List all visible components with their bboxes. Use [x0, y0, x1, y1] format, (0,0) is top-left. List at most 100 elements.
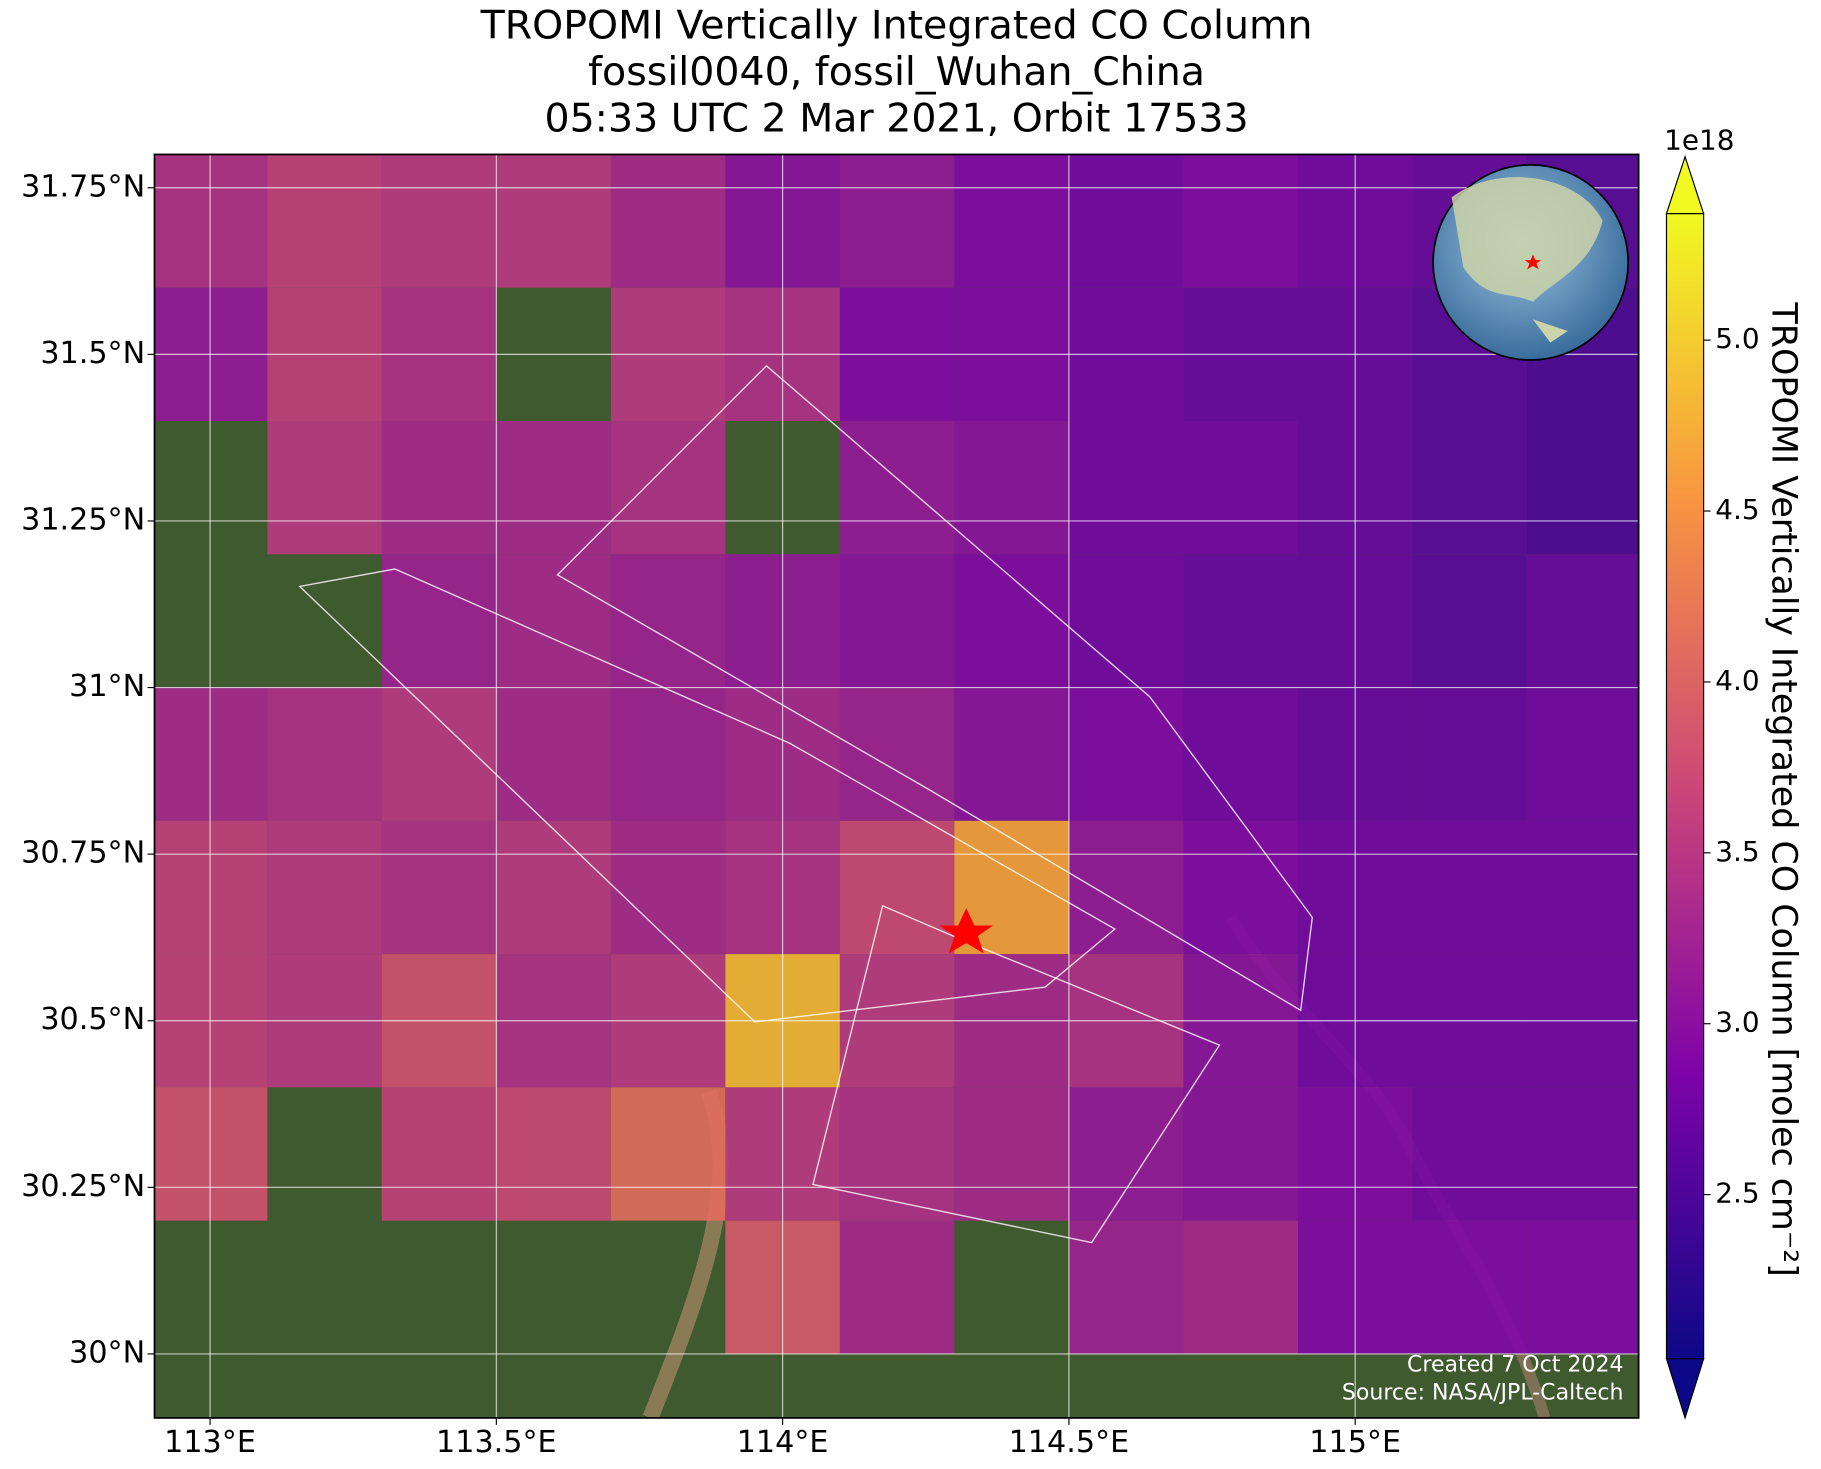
- co-cell: [1183, 820, 1298, 955]
- co-cell: [610, 421, 726, 555]
- co-cell: [839, 820, 955, 955]
- y-tick-label: 31.5°N: [40, 336, 145, 371]
- co-cell: [839, 687, 955, 821]
- co-cell: [496, 687, 611, 821]
- colorbar-tick-label: 2.5: [1715, 1177, 1759, 1210]
- footer-text: Created 7 Oct 2024: [1407, 1353, 1624, 1378]
- colorbar-label: TROPOMI Vertically Integrated CO Column …: [1764, 302, 1804, 1277]
- co-cell: [381, 1087, 497, 1221]
- co-cell: [1412, 421, 1527, 555]
- co-cell: [1412, 1087, 1527, 1221]
- colorbar-extend-min: [1665, 1358, 1705, 1420]
- globe-land: [1532, 319, 1568, 343]
- y-tick-label: 31.75°N: [21, 169, 145, 204]
- co-cell: [839, 1087, 955, 1221]
- colorbar-tick-label: 4.0: [1715, 664, 1759, 697]
- x-tick-label: 114°E: [737, 1425, 829, 1460]
- co-cell: [267, 820, 382, 955]
- overlay: Created 7 Oct 2024 Source: NASA/JPL-Calt…: [21, 124, 1803, 1460]
- co-cell: [154, 687, 268, 821]
- co-cell: [1526, 1087, 1639, 1221]
- co-cell: [1183, 154, 1298, 288]
- co-cell: [610, 1087, 726, 1221]
- co-cell: [1183, 1220, 1298, 1354]
- co-cell: [1183, 421, 1298, 555]
- x-tick-label: 115°E: [1309, 1425, 1401, 1460]
- co-cell: [1068, 820, 1184, 955]
- co-cell: [1068, 554, 1184, 688]
- colorbar-tick-label: 5.0: [1715, 322, 1759, 355]
- colorbar-offset: 1e18: [1664, 124, 1734, 157]
- co-cell: [1183, 1087, 1298, 1221]
- co-cell: [496, 820, 611, 955]
- y-tick-label: 31.25°N: [21, 502, 145, 537]
- co-cell: [954, 554, 1069, 688]
- co-cell: [839, 154, 955, 288]
- co-cell: [610, 820, 726, 955]
- co-cell: [954, 1087, 1069, 1221]
- co-cell: [1068, 1087, 1184, 1221]
- co-cell: [496, 154, 611, 288]
- co-cell: [496, 421, 611, 555]
- colorbar: [1665, 213, 1705, 1360]
- co-cell: [154, 1087, 268, 1221]
- co-cell: [954, 687, 1069, 821]
- co-cell: [381, 154, 497, 288]
- co-cell: [1412, 554, 1527, 688]
- co-cell: [267, 421, 382, 555]
- swath-outline: [298, 568, 1117, 1023]
- co-cell: [610, 687, 726, 821]
- y-tick-label: 30.25°N: [21, 1169, 145, 1204]
- x-tick-label: 114.5°E: [1009, 1425, 1130, 1460]
- co-cell: [839, 421, 955, 555]
- colorbar-tick-label: 3.5: [1715, 835, 1759, 868]
- co-cell: [381, 820, 497, 955]
- co-cell: [1526, 1220, 1639, 1354]
- co-cell: [610, 154, 726, 288]
- co-cell: [1526, 687, 1639, 821]
- co-cell: [267, 154, 382, 288]
- x-tick-label: 113°E: [164, 1425, 256, 1460]
- co-cell: [381, 687, 497, 821]
- co-cell: [154, 154, 268, 288]
- globe-land: [1451, 177, 1603, 302]
- title-line: TROPOMI Vertically Integrated CO Column: [480, 2, 1313, 48]
- site-marker: [939, 908, 993, 954]
- y-tick-label: 31°N: [69, 669, 145, 704]
- co-cell: [381, 421, 497, 555]
- title-line: 05:33 UTC 2 Mar 2021, Orbit 17533: [544, 95, 1248, 141]
- y-tick-label: 30.75°N: [21, 836, 145, 871]
- co-cell: [1526, 554, 1639, 688]
- colorbar-tick-label: 4.5: [1715, 493, 1759, 526]
- y-tick-label: 30°N: [69, 1335, 145, 1370]
- co-cell: [267, 687, 382, 821]
- swath-outline: [556, 364, 1314, 1012]
- colorbar-tick-label: 3.0: [1715, 1006, 1759, 1039]
- co-cell: [1412, 820, 1527, 955]
- x-tick-label: 113.5°E: [436, 1425, 557, 1460]
- co-cell: [954, 421, 1069, 555]
- co-cell: [1526, 820, 1639, 955]
- co-cell: [839, 1220, 955, 1354]
- y-tick-label: 30.5°N: [40, 1002, 145, 1037]
- co-cell: [954, 154, 1069, 288]
- co-cell: [1068, 1220, 1184, 1354]
- co-cell: [154, 820, 268, 955]
- co-cell: [381, 554, 497, 688]
- co-cell: [839, 554, 955, 688]
- co-cell: [496, 1087, 611, 1221]
- co-cell: [1412, 687, 1527, 821]
- colorbar-extend-max: [1665, 154, 1705, 215]
- swath-outline: [812, 904, 1221, 1244]
- co-cell: [1412, 1220, 1527, 1354]
- footer-text: Source: NASA/JPL-Caltech: [1342, 1381, 1624, 1406]
- co-cell: [1068, 687, 1184, 821]
- co-cell: [1183, 554, 1298, 688]
- co-cell: [1526, 421, 1639, 555]
- axes-frame: [153, 153, 1640, 1419]
- co-cell: [1183, 687, 1298, 821]
- co-cell: [1068, 421, 1184, 555]
- co-cell: [610, 554, 726, 688]
